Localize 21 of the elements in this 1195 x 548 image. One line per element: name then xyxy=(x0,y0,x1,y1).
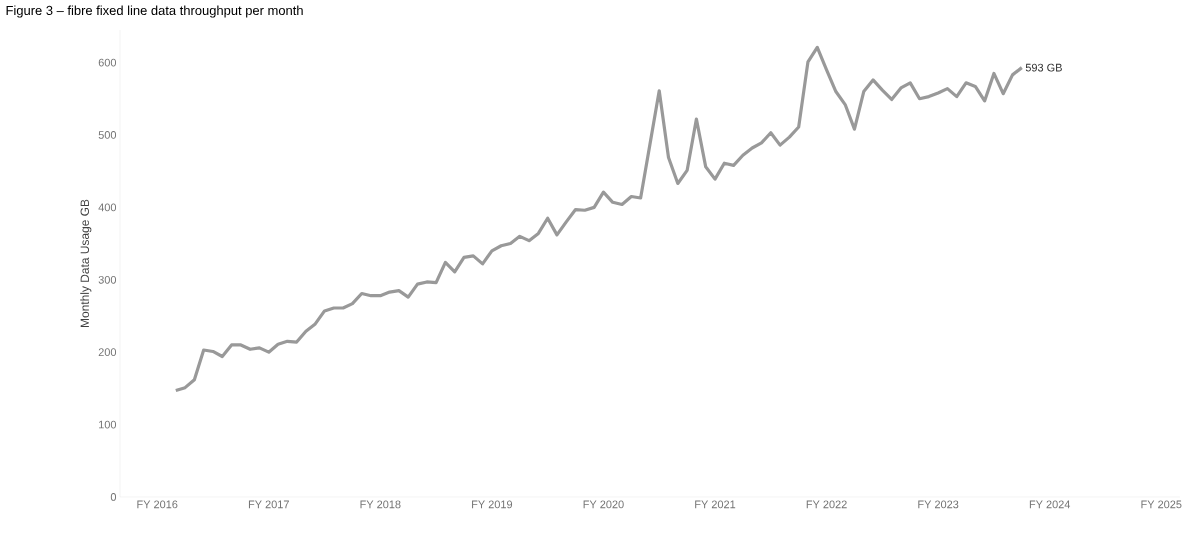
x-tick-label: FY 2019 xyxy=(472,500,513,509)
y-tick-label: 400 xyxy=(98,203,117,212)
x-tick-label: FY 2016 xyxy=(137,500,178,509)
y-tick-label: 200 xyxy=(98,348,117,357)
line-series xyxy=(174,45,1024,393)
x-tick-label: FY 2018 xyxy=(360,500,401,509)
x-tick-label: FY 2025 xyxy=(1141,500,1182,509)
y-tick-label: 500 xyxy=(98,131,117,139)
y-tick-label: 300 xyxy=(98,275,117,284)
chart-title: Figure 3 – fibre fixed line data throughput per month xyxy=(6,5,303,18)
y-tick-label: 600 xyxy=(98,58,117,67)
y-tick-label: 100 xyxy=(99,420,117,429)
x-tick-label: FY 2020 xyxy=(583,500,624,509)
annotation: 593 GB xyxy=(1025,63,1062,72)
x-tick-label: FY 2023 xyxy=(918,500,959,509)
x-tick-label: FY 2022 xyxy=(806,500,847,509)
y-tick-label: 0 xyxy=(110,493,117,501)
x-tick-label: FY 2021 xyxy=(695,500,736,509)
x-tick-label: FY 2017 xyxy=(248,500,289,509)
x-tick-label: FY 2024 xyxy=(1029,500,1071,509)
y-axis-title: Monthly Data Usage GB xyxy=(80,199,92,327)
